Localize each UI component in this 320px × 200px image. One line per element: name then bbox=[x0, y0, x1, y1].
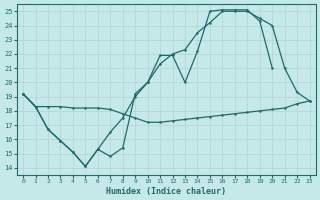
X-axis label: Humidex (Indice chaleur): Humidex (Indice chaleur) bbox=[106, 187, 226, 196]
